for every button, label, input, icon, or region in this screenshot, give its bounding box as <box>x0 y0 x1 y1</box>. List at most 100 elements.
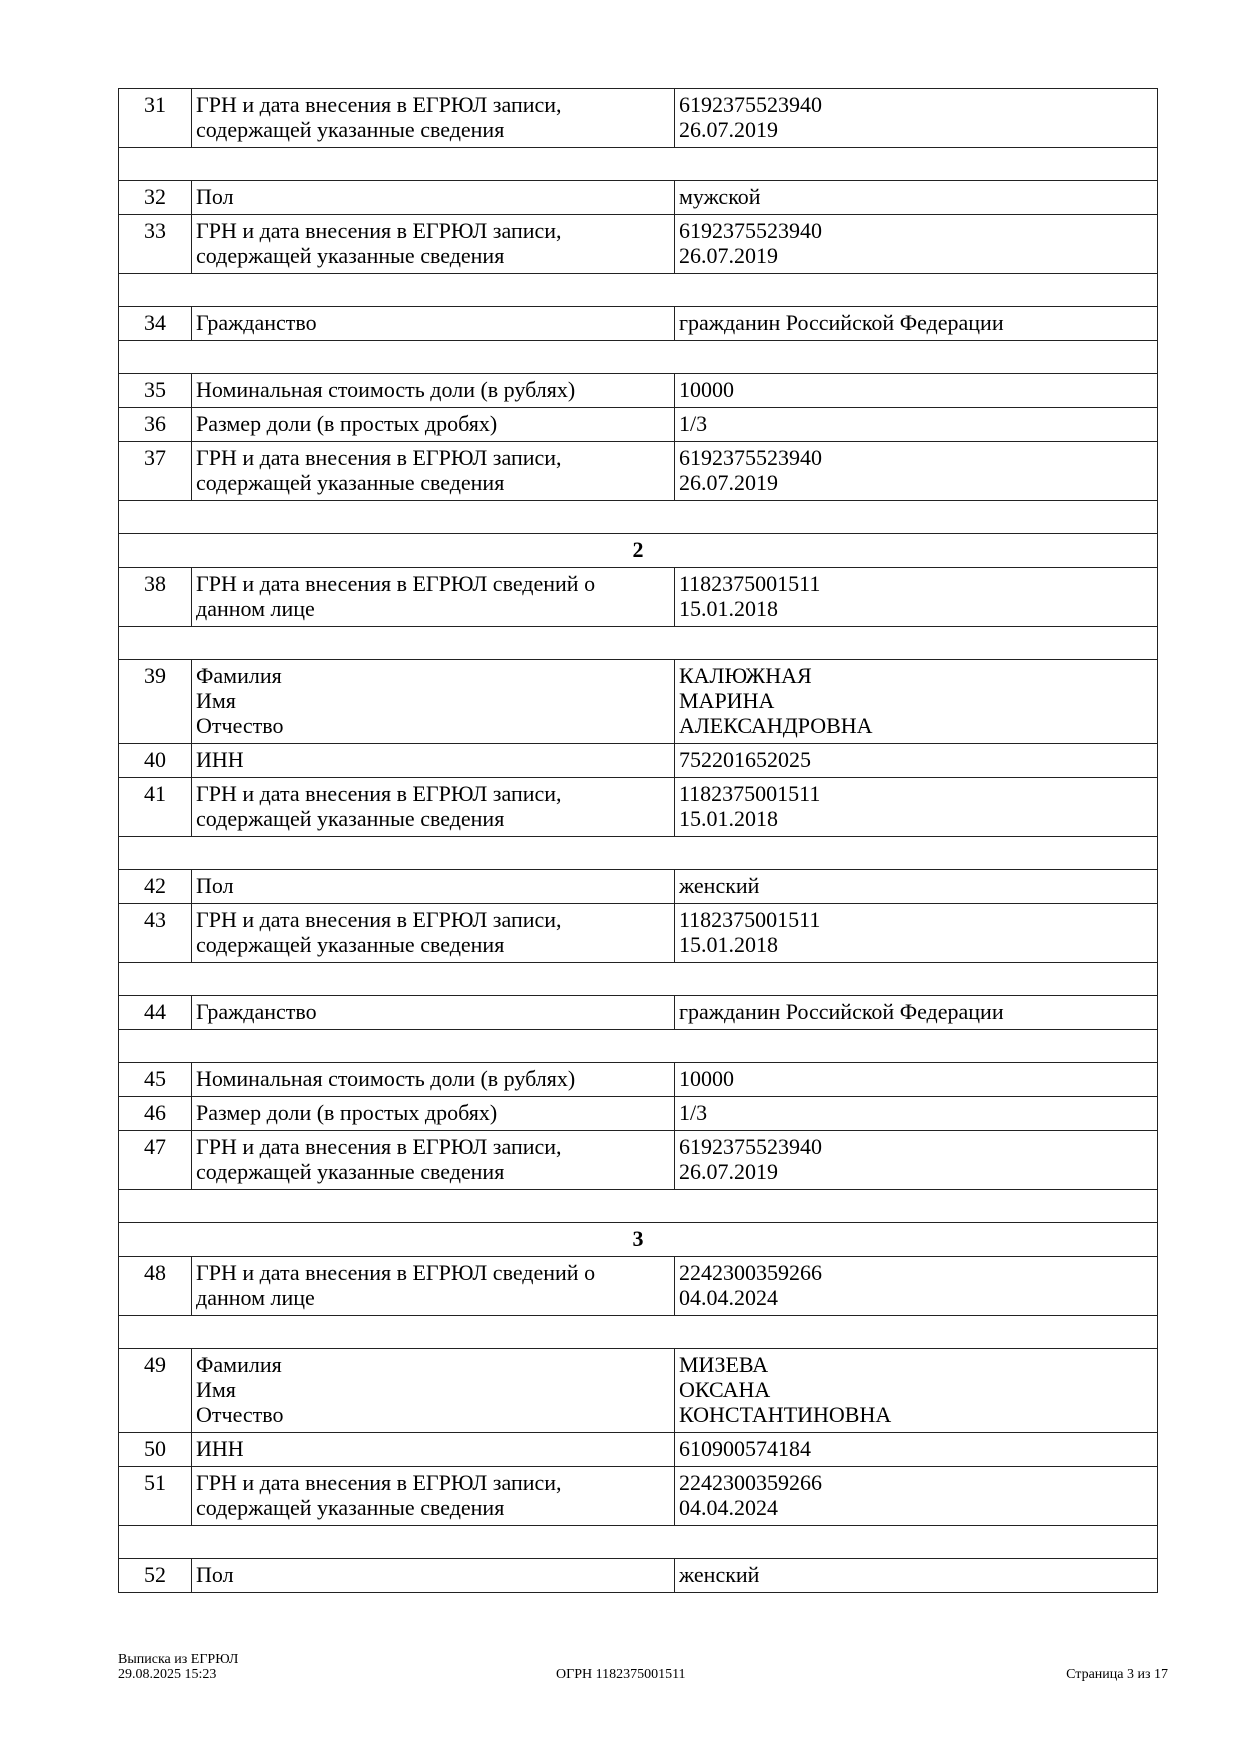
row-number: 35 <box>118 373 192 408</box>
table-row: 44 Гражданство гражданин Российской Федера… <box>118 995 1158 1030</box>
blank-row <box>118 836 1158 870</box>
row-number: 52 <box>118 1558 192 1593</box>
row-label-line: ГРН и дата внесения в ЕГРЮЛ сведений о <box>196 571 596 596</box>
footer-left: Выписка из ЕГРЮЛ 29.08.2025 15:23 <box>118 1652 238 1682</box>
row-value-line: КАЛЮЖНАЯ <box>679 663 812 688</box>
row-number: 40 <box>118 743 192 778</box>
row-label: ГРН и дата внесения в ЕГРЮЛ записи, содер… <box>191 214 675 274</box>
row-label-line: содержащей указанные сведения <box>196 117 505 142</box>
table-row: 42 Пол женский <box>118 869 1158 904</box>
row-number: 34 <box>118 306 192 341</box>
row-number: 32 <box>118 180 192 215</box>
row-label-line: Размер доли (в простых дробях) <box>196 1100 498 1125</box>
row-number: 31 <box>118 88 192 148</box>
row-number: 37 <box>118 441 192 501</box>
row-value-line: МИЗЕВА <box>679 1352 769 1377</box>
row-label: Пол <box>191 180 675 215</box>
blank-cell <box>118 962 1158 996</box>
row-label-line: Пол <box>196 184 234 209</box>
blank-cell <box>118 836 1158 870</box>
row-label: Размер доли (в простых дробях) <box>191 407 675 442</box>
row-label-line: ГРН и дата внесения в ЕГРЮЛ сведений о <box>196 1260 596 1285</box>
row-label-line: ГРН и дата внесения в ЕГРЮЛ записи, <box>196 1470 562 1495</box>
table-row: 49 Фамилия Имя Отчество МИЗЕВА ОКСАНА КОНСТАНТ… <box>118 1348 1158 1433</box>
row-value: 2242300359266 04.04.2024 <box>674 1256 1158 1316</box>
row-label-line: данном лице <box>196 1285 315 1310</box>
table-row: 51 ГРН и дата внесения в ЕГРЮЛ записи, сод… <box>118 1466 1158 1526</box>
row-value: КАЛЮЖНАЯ МАРИНА АЛЕКСАНДРОВНА <box>674 659 1158 744</box>
blank-row <box>118 626 1158 660</box>
row-label: Пол <box>191 869 675 904</box>
blank-row <box>118 1029 1158 1063</box>
table-row: 41 ГРН и дата внесения в ЕГРЮЛ записи, сод… <box>118 777 1158 837</box>
row-label: ГРН и дата внесения в ЕГРЮЛ записи, содер… <box>191 777 675 837</box>
row-label: Номинальная стоимость доли (в рублях) <box>191 1062 675 1097</box>
row-label: ИНН <box>191 743 675 778</box>
row-label-line: содержащей указанные сведения <box>196 243 505 268</box>
row-label-line: ИНН <box>196 1436 244 1461</box>
row-label-line: Фамилия <box>196 1352 282 1377</box>
row-number: 46 <box>118 1096 192 1131</box>
row-number: 38 <box>118 567 192 627</box>
row-label: Размер доли (в простых дробях) <box>191 1096 675 1131</box>
row-label: ГРН и дата внесения в ЕГРЮЛ записи, содер… <box>191 1466 675 1526</box>
row-number: 36 <box>118 407 192 442</box>
row-label-line: Отчество <box>196 713 284 738</box>
row-value-line: женский <box>679 1562 760 1587</box>
row-number: 49 <box>118 1348 192 1433</box>
blank-cell <box>118 500 1158 534</box>
row-value-line: мужской <box>679 184 761 209</box>
row-value-line: 6192375523940 <box>679 1134 822 1159</box>
row-label-line: ГРН и дата внесения в ЕГРЮЛ записи, <box>196 445 562 470</box>
row-label-line: содержащей указанные сведения <box>196 806 505 831</box>
blank-row <box>118 147 1158 181</box>
table-row: 36 Размер доли (в простых дробях) 1/3 <box>118 407 1158 442</box>
row-value-line: 04.04.2024 <box>679 1285 778 1310</box>
table-row: 32 Пол мужской <box>118 180 1158 215</box>
row-value-line: АЛЕКСАНДРОВНА <box>679 713 873 738</box>
row-label: Гражданство <box>191 306 675 341</box>
row-number: 51 <box>118 1466 192 1526</box>
table-row: 33 ГРН и дата внесения в ЕГРЮЛ записи, сод… <box>118 214 1158 274</box>
row-number: 47 <box>118 1130 192 1190</box>
table-row: 40 ИНН 752201652025 <box>118 743 1158 778</box>
row-label-line: данном лице <box>196 596 315 621</box>
row-value-line: 6192375523940 <box>679 445 822 470</box>
row-label-line: содержащей указанные сведения <box>196 470 505 495</box>
table-row: 48 ГРН и дата внесения в ЕГРЮЛ сведений о… <box>118 1256 1158 1316</box>
row-value: мужской <box>674 180 1158 215</box>
row-value: 1182375001511 15.01.2018 <box>674 777 1158 837</box>
blank-row <box>118 340 1158 374</box>
row-value: 10000 <box>674 1062 1158 1097</box>
blank-cell <box>118 147 1158 181</box>
row-label-line: ГРН и дата внесения в ЕГРЮЛ записи, <box>196 907 562 932</box>
table-row: 50 ИНН 610900574184 <box>118 1432 1158 1467</box>
table-row: 45 Номинальная стоимость доли (в рублях) 1… <box>118 1062 1158 1097</box>
row-value-line: женский <box>679 873 760 898</box>
row-value: 610900574184 <box>674 1432 1158 1467</box>
table-row: 52 Пол женский <box>118 1558 1158 1593</box>
row-label: ГРН и дата внесения в ЕГРЮЛ записи, содер… <box>191 441 675 501</box>
row-label: Фамилия Имя Отчество <box>191 659 675 744</box>
row-value: МИЗЕВА ОКСАНА КОНСТАНТИНОВНА <box>674 1348 1158 1433</box>
row-value-line: МАРИНА <box>679 688 775 713</box>
table-row: 43 ГРН и дата внесения в ЕГРЮЛ записи, сод… <box>118 903 1158 963</box>
row-label: ГРН и дата внесения в ЕГРЮЛ сведений о да… <box>191 1256 675 1316</box>
row-value-line: 610900574184 <box>679 1436 811 1461</box>
row-value: гражданин Российской Федерации <box>674 306 1158 341</box>
blank-row <box>118 500 1158 534</box>
row-label-line: Гражданство <box>196 999 317 1024</box>
row-value: 6192375523940 26.07.2019 <box>674 214 1158 274</box>
table-row: 35 Номинальная стоимость доли (в рублях) 1… <box>118 373 1158 408</box>
row-value-line: 1182375001511 <box>679 781 821 806</box>
section-number: 2 <box>118 533 1158 568</box>
row-label: ГРН и дата внесения в ЕГРЮЛ записи, содер… <box>191 88 675 148</box>
row-value-line: гражданин Российской Федерации <box>679 310 1004 335</box>
row-value: 6192375523940 26.07.2019 <box>674 441 1158 501</box>
table-row: 38 ГРН и дата внесения в ЕГРЮЛ сведений о… <box>118 567 1158 627</box>
footer-ogrn: ОГРН 1182375001511 <box>556 1667 686 1682</box>
blank-row <box>118 1189 1158 1223</box>
row-label-line: содержащей указанные сведения <box>196 1495 505 1520</box>
row-number: 39 <box>118 659 192 744</box>
row-label: ИНН <box>191 1432 675 1467</box>
